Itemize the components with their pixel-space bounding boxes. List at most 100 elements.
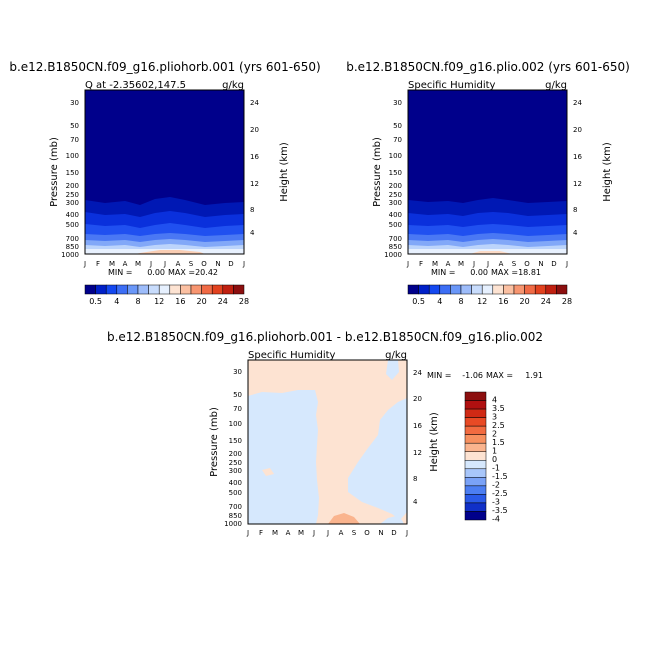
panel-1-band-8 — [135, 250, 205, 254]
colorbar-swatch — [464, 425, 487, 435]
colorbar-label: 4 — [114, 297, 119, 306]
panel-2-y2tick: 12 — [573, 180, 582, 188]
panel-3: b.e12.B1850CN.f09_g16.pliohorb.001 - b.e… — [107, 330, 543, 537]
panel-3-ylabel-right: Height (km) — [429, 412, 440, 472]
colorbar-label: 3 — [492, 412, 497, 421]
panel-2-frame — [407, 89, 568, 255]
colorbar-label: 24 — [541, 297, 551, 306]
panel-3-xtick: M — [298, 529, 304, 537]
panel-1-ytick: 700 — [66, 235, 79, 243]
panel-1-xtick: D — [228, 260, 233, 268]
panel-3-xtick: D — [391, 529, 396, 537]
colorbar-label: 16 — [175, 297, 185, 306]
panel-2-ytick: 70 — [393, 136, 402, 144]
panel-1-colorbar: 0.5 4 8 12 16 20 24 28 — [84, 284, 249, 306]
panel-3-min-label: MIN = — [427, 371, 452, 380]
colorbar-label: -1.5 — [492, 472, 508, 481]
colorbar-swatch — [513, 284, 525, 295]
panel-2-ytick: 300 — [389, 199, 402, 207]
panel-1: b.e12.B1850CN.f09_g16.pliohorb.001 (yrs … — [9, 60, 320, 306]
colorbar-label: 20 — [520, 297, 530, 306]
panel-3-max-label: MAX = — [486, 371, 513, 380]
panel-3-ytick: 30 — [233, 368, 242, 376]
panel-3-colorbar: 43.532.521.510-1-1.5-2-2.5-3-3.5-4 — [464, 391, 508, 524]
panel-2-band-8 — [470, 251, 512, 254]
panel-1-ytick: 50 — [70, 122, 79, 130]
panel-3-max-value: 1.91 — [525, 371, 543, 380]
panel-1-plot-area — [85, 90, 244, 254]
panel-1-y2tick: 24 — [250, 99, 259, 107]
panel-2-minmax: MIN = 0.00 MAX = 18.81 — [431, 268, 541, 277]
panel-2-ylabel: Pressure (mb) — [372, 137, 383, 207]
panel-2-xtick: S — [512, 260, 517, 268]
colorbar-label: -4 — [492, 515, 500, 524]
panel-3-y2tick: 24 — [413, 369, 422, 377]
colorbar-swatch — [439, 284, 451, 295]
colorbar-label: 8 — [458, 297, 463, 306]
panel-1-ytick: 500 — [66, 221, 79, 229]
panel-1-ytick: 250 — [66, 191, 79, 199]
colorbar-swatch — [233, 284, 245, 295]
colorbar-label: 0.5 — [412, 297, 425, 306]
panel-3-ytick: 200 — [229, 450, 242, 458]
colorbar-label: 1.5 — [492, 438, 505, 447]
panel-3-ytick: 500 — [229, 489, 242, 497]
panel-1-ytick: 200 — [66, 182, 79, 190]
colorbar-swatch — [137, 284, 149, 295]
panel-2-xtick: D — [551, 260, 556, 268]
panel-3-plot-area — [248, 360, 407, 524]
panel-2-ytick: 700 — [389, 235, 402, 243]
panel-2-max-value: 18.81 — [518, 268, 541, 277]
panel-1-y2tick: 4 — [250, 229, 255, 237]
panel-3-y2tick: 8 — [413, 475, 417, 483]
panel-3-min-value: -1.06 — [462, 371, 483, 380]
colorbar-swatch — [407, 284, 419, 295]
panel-1-ytick: 100 — [66, 152, 79, 160]
colorbar-swatch — [481, 284, 494, 295]
colorbar-swatch — [116, 284, 128, 295]
panel-3-xtick: O — [364, 529, 370, 537]
colorbar-label: 28 — [239, 297, 249, 306]
colorbar-label: 24 — [218, 297, 228, 306]
colorbar-swatch — [180, 284, 192, 295]
panel-1-xtick: O — [201, 260, 207, 268]
colorbar-label: 1 — [492, 446, 497, 455]
colorbar-swatch — [464, 417, 487, 427]
panel-1-min-label: MIN = — [108, 268, 133, 277]
panel-2-yticks: 30 50 70 100 150 200 250 300 400 500 700… — [384, 99, 402, 259]
panel-2-min-label: MIN = — [431, 268, 456, 277]
panel-1-xtick: M — [109, 260, 115, 268]
colorbar-swatch — [190, 284, 202, 295]
panel-1-xtick: J — [242, 260, 245, 268]
panel-3-ytick: 300 — [229, 467, 242, 475]
panel-3-units: g/kg — [385, 350, 407, 361]
panel-1-min-value: 0.00 — [147, 268, 165, 277]
panel-2-xticks: J F M A M J J A S O N D J — [406, 260, 568, 268]
colorbar-swatch — [464, 451, 487, 461]
panel-2-plot-area — [408, 90, 567, 254]
colorbar-swatch — [464, 460, 487, 470]
panel-3-ytick: 400 — [229, 479, 242, 487]
colorbar-label: 3.5 — [492, 404, 505, 413]
panel-2-xtick: J — [486, 260, 489, 268]
panel-3-xtick: N — [378, 529, 383, 537]
panel-3-field-positive-blob — [262, 468, 274, 476]
panel-1-xtick: J — [149, 260, 152, 268]
panel-1-y2tick: 20 — [250, 126, 259, 134]
colorbar-label: 16 — [498, 297, 508, 306]
panel-3-xticks: J F M A M J J A S O N D J — [246, 529, 408, 537]
colorbar-swatch — [492, 284, 504, 295]
colorbar-label: -3 — [492, 498, 500, 507]
panel-1-xtick: S — [189, 260, 194, 268]
panel-3-xtick: M — [272, 529, 278, 537]
panel-3-ytick: 1000 — [224, 520, 242, 528]
panel-3-ytick: 100 — [229, 420, 242, 428]
colorbar-swatch — [464, 502, 487, 512]
panel-3-xtick: S — [352, 529, 357, 537]
colorbar-swatch — [464, 434, 487, 444]
panel-2-xtick: F — [419, 260, 423, 268]
panel-3-field-negative-left — [248, 390, 319, 524]
colorbar-swatch — [471, 284, 483, 295]
panel-1-ytick: 1000 — [61, 251, 79, 259]
colorbar-swatch — [148, 284, 160, 295]
